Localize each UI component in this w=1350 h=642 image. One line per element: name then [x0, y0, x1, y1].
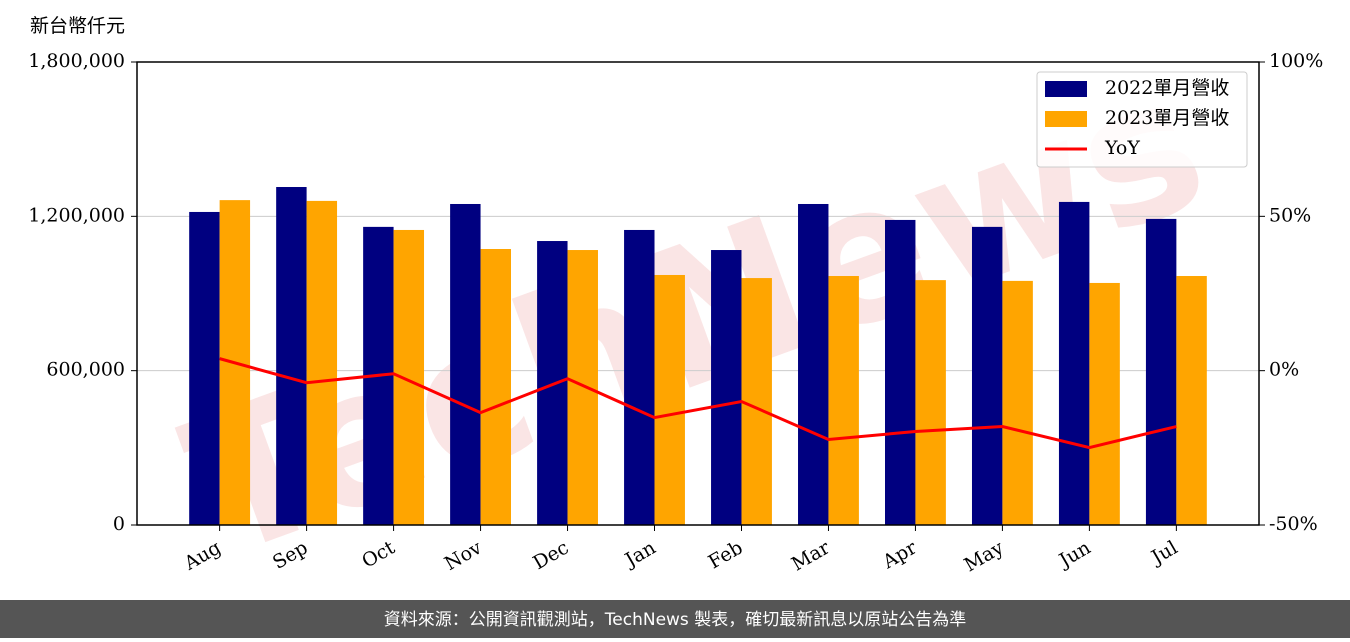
y2-tick-label: -50% [1269, 513, 1318, 535]
bar [450, 203, 481, 525]
x-tick-label: May [960, 536, 1007, 576]
legend-label: 2022單月營收 [1105, 77, 1229, 99]
bar [567, 250, 598, 525]
y-tick-label: 600,000 [46, 359, 125, 381]
bar [1002, 280, 1033, 525]
bar [480, 249, 511, 525]
bar [971, 226, 1003, 525]
plot-frame [136, 61, 1260, 526]
bar [741, 278, 772, 525]
bar [885, 219, 916, 525]
y-tick-label: 0 [113, 513, 125, 535]
bar [1058, 201, 1090, 525]
x-tick-label: Jul [1146, 537, 1181, 570]
bar [828, 276, 859, 525]
legend-swatch [1045, 81, 1087, 97]
line [219, 357, 1177, 450]
bar [624, 229, 655, 525]
bar [276, 187, 307, 525]
y2-tick-label: 50% [1269, 204, 1311, 226]
y-tick-label: 1,200,000 [28, 204, 125, 226]
x-tick-label: Jun [1054, 537, 1095, 573]
x-tick-label: Feb [705, 537, 747, 574]
bar [393, 229, 425, 525]
footer: 資料來源：公開資訊觀測站，TechNews 製表，確切最新訊息以原站公告為準 [384, 610, 966, 630]
x-tick-label: Nov [441, 536, 486, 575]
x-tick-label: Apr [878, 536, 921, 573]
x-tick-label: Dec [529, 537, 572, 575]
legend-label: 2023單月營收 [1105, 107, 1229, 129]
bar [1145, 218, 1177, 525]
y-axis-label: 新台幣仟元 [30, 15, 125, 37]
bar [306, 200, 338, 525]
x-tick-label: Mar [788, 536, 834, 575]
bar [1176, 276, 1207, 525]
y2-tick-label: 100% [1269, 50, 1323, 72]
bar [798, 203, 829, 525]
bar [1089, 282, 1120, 525]
footer-bar [0, 600, 1350, 638]
legend-label: YoY [1104, 137, 1140, 159]
x-tick-label: Jan [620, 537, 660, 573]
bar [711, 250, 742, 525]
bar [189, 211, 220, 525]
bar [915, 280, 946, 525]
bar [537, 241, 568, 525]
y-tick-label: 1,800,000 [28, 50, 125, 72]
bar [654, 274, 685, 525]
y2-tick-label: 0% [1269, 359, 1299, 381]
legend-box [1036, 71, 1248, 168]
legend-swatch [1045, 111, 1087, 127]
